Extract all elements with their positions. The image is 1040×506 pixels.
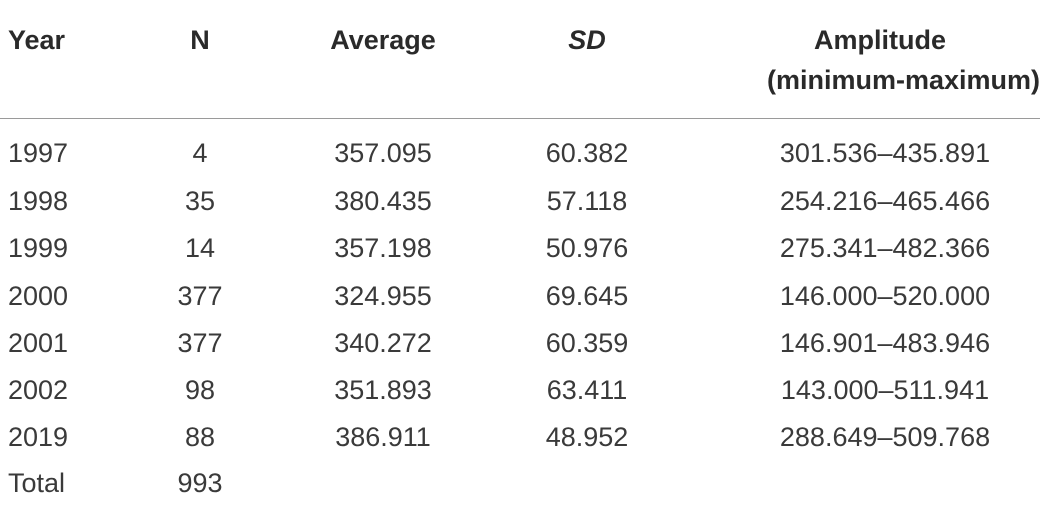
cell-average: 357.095 xyxy=(334,138,432,168)
cell-amplitude: 275.341–482.366 xyxy=(779,233,991,263)
table-total-row: Total 993 xyxy=(0,460,1040,499)
cell-sd: 48.952 xyxy=(545,422,629,452)
table-row: 1999 14 357.198 50.976 275.341–482.366 xyxy=(0,224,1040,272)
cell-average: 380.435 xyxy=(334,186,432,216)
cell-n: 14 xyxy=(184,233,216,263)
table-header-row: Year N Average SD Amplitude (minimum-max… xyxy=(0,0,1040,119)
cell-sd: 60.359 xyxy=(545,328,629,358)
header-amplitude-line1: Amplitude xyxy=(814,25,946,55)
cell-sd: 57.118 xyxy=(546,186,628,216)
cell-sd: 50.976 xyxy=(545,233,629,263)
cell-average: 357.198 xyxy=(334,233,432,263)
table-row: 2019 88 386.911 48.952 288.649–509.768 xyxy=(0,413,1040,461)
table-row: 2000 377 324.955 69.645 146.000–520.000 xyxy=(0,272,1040,320)
cell-amplitude: 288.649–509.768 xyxy=(779,422,991,452)
cell-sd: 63.411 xyxy=(546,375,628,405)
cell-n: 4 xyxy=(192,138,208,168)
cell-n: 377 xyxy=(177,328,223,358)
cell-amplitude: 146.000–520.000 xyxy=(779,281,991,311)
cell-year: 2001 xyxy=(8,328,69,358)
cell-year: 1997 xyxy=(8,138,69,168)
cell-amplitude: 301.536–435.891 xyxy=(779,138,991,168)
cell-amplitude: 146.901–483.946 xyxy=(779,328,991,358)
cell-n: 88 xyxy=(184,422,216,452)
cell-amplitude: 143.000–511.941 xyxy=(780,375,990,405)
cell-average: 351.893 xyxy=(334,375,432,405)
table-row: 2002 98 351.893 63.411 143.000–511.941 xyxy=(0,366,1040,414)
cell-n: 35 xyxy=(184,186,216,216)
cell-amplitude: 254.216–465.466 xyxy=(779,186,991,216)
header-year: Year xyxy=(8,25,66,55)
header-amplitude-line2: (minimum-maximum) xyxy=(766,65,1040,95)
cell-average: 324.955 xyxy=(334,281,432,311)
header-n: N xyxy=(190,25,210,55)
table-row: 2001 377 340.272 60.359 146.901–483.946 xyxy=(0,319,1040,367)
header-sd: SD xyxy=(568,25,606,55)
table-row: 1997 4 357.095 60.382 301.536–435.891 xyxy=(0,129,1040,177)
cell-sd: 69.645 xyxy=(545,281,629,311)
cell-n: 377 xyxy=(177,281,223,311)
cell-n: 993 xyxy=(177,468,223,498)
cell-year: 2002 xyxy=(8,375,69,405)
cell-year: 1999 xyxy=(8,233,69,263)
cell-year: 2000 xyxy=(8,281,69,311)
table-row: 1998 35 380.435 57.118 254.216–465.466 xyxy=(0,177,1040,225)
cell-year: 1998 xyxy=(8,186,69,216)
header-average: Average xyxy=(330,25,436,55)
cell-average: 386.911 xyxy=(335,422,431,452)
cell-sd: 60.382 xyxy=(545,138,629,168)
cell-average: 340.272 xyxy=(334,328,432,358)
cell-year: Total xyxy=(8,468,66,498)
cell-n: 98 xyxy=(184,375,216,405)
cell-year: 2019 xyxy=(8,422,69,452)
